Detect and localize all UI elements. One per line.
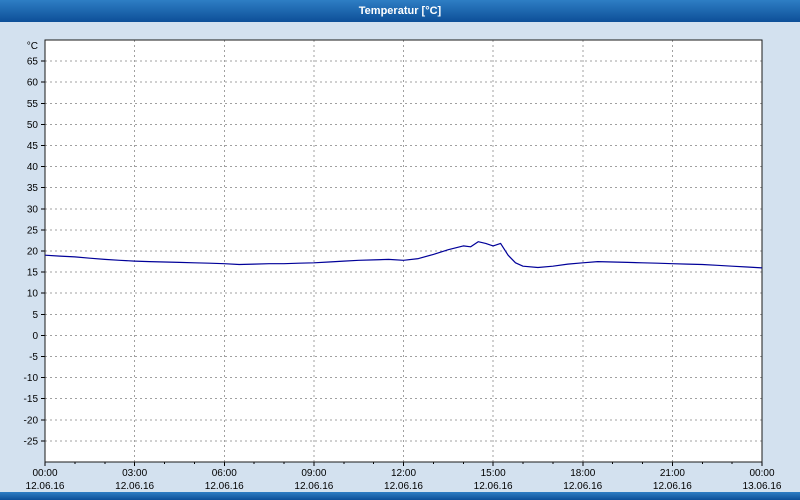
- x-tick-date: 12.06.16: [384, 481, 423, 492]
- x-tick-date: 13.06.16: [743, 481, 782, 492]
- x-tick-date: 12.06.16: [26, 481, 65, 492]
- x-tick-time: 00:00: [32, 468, 57, 479]
- svg-text:-5: -5: [29, 352, 38, 363]
- x-tick-date: 12.06.16: [474, 481, 513, 492]
- x-tick-time: 06:00: [212, 468, 237, 479]
- svg-text:40: 40: [27, 162, 39, 173]
- window-title: Temperatur [°C]: [358, 5, 442, 17]
- svg-text:20: 20: [27, 247, 39, 258]
- svg-text:15: 15: [27, 268, 39, 279]
- svg-text:0: 0: [32, 331, 38, 342]
- svg-text:-15: -15: [24, 394, 39, 405]
- svg-text:55: 55: [27, 99, 39, 110]
- x-tick-date: 12.06.16: [653, 481, 692, 492]
- svg-text:5: 5: [32, 310, 38, 321]
- series-line-temperatur: [44, 241, 763, 269]
- x-tick-date: 12.06.16: [563, 481, 602, 492]
- x-tick-time: 09:00: [301, 468, 326, 479]
- x-tick-time: 18:00: [570, 468, 595, 479]
- svg-text:30: 30: [27, 204, 39, 215]
- svg-text:10: 10: [27, 289, 39, 300]
- x-axis-labels: 00:00 12.06.16 03:00 12.06.16 06:00 12.06.16 0…: [26, 468, 782, 492]
- svg-text:-25: -25: [24, 436, 39, 447]
- chart-area: -25 -20 -15 -10 -5 0 5 10 15 20 25 30 35 40 45 50 55 60 65…: [0, 22, 800, 492]
- y-axis-labels: -25 -20 -15 -10 -5 0 5 10 15 20 25 30 35 40 45 50 55 60 65…: [24, 41, 39, 447]
- x-tick-time: 03:00: [122, 468, 147, 479]
- x-tick-time: 12:00: [391, 468, 416, 479]
- svg-text:25: 25: [27, 225, 39, 236]
- x-tick-time: 21:00: [660, 468, 685, 479]
- y-axis-unit-label: °C: [27, 41, 38, 52]
- svg-text:65: 65: [27, 57, 39, 68]
- axis-ticks: [41, 60, 763, 466]
- svg-text:35: 35: [27, 183, 39, 194]
- svg-text:50: 50: [27, 120, 39, 131]
- plot-border: [44, 39, 763, 463]
- window-titlebar[interactable]: Temperatur [°C]: [0, 0, 800, 22]
- svg-text:-10: -10: [24, 373, 39, 384]
- x-tick-date: 12.06.16: [205, 481, 244, 492]
- svg-text:-20: -20: [24, 415, 39, 426]
- grid-lines: [45, 40, 762, 462]
- x-tick-date: 12.06.16: [294, 481, 333, 492]
- x-tick-time: 00:00: [749, 468, 774, 479]
- window-bottombar: [0, 492, 800, 500]
- x-tick-time: 15:00: [481, 468, 506, 479]
- svg-text:45: 45: [27, 141, 39, 152]
- svg-text:60: 60: [27, 78, 39, 89]
- temperature-chart: -25 -20 -15 -10 -5 0 5 10 15 20 25 30 35 40 45 50 55 60 65…: [24, 39, 782, 492]
- x-tick-date: 12.06.16: [115, 481, 154, 492]
